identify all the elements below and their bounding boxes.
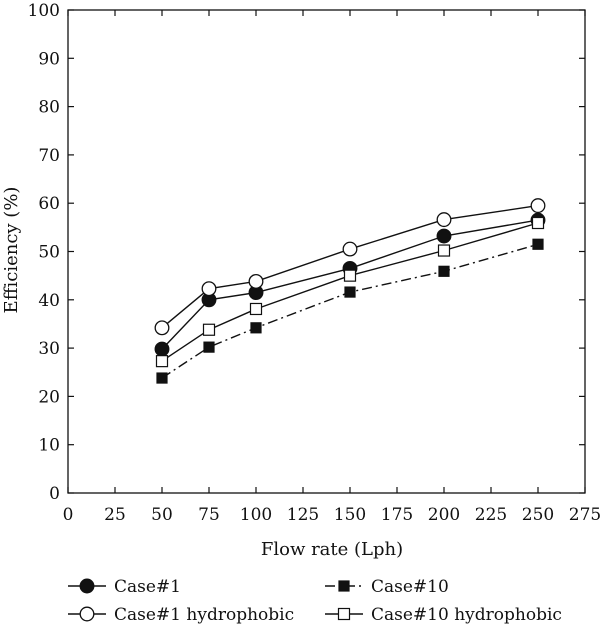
legend: Case#1 Case#10 Case#1 hydrophobic Case#10 h… <box>68 577 562 625</box>
legend-item: Case#1 <box>68 577 181 597</box>
y-axis-title: Efficiency (%) <box>1 187 22 314</box>
data-point <box>250 322 262 334</box>
x-tick-label: 275 <box>569 505 600 525</box>
y-tick-label: 70 <box>38 146 60 166</box>
data-point <box>532 238 544 250</box>
y-tick-label: 60 <box>38 194 60 214</box>
series-layer <box>154 198 546 384</box>
y-axis-ticks: 0 10 20 30 40 50 60 70 80 90 100 <box>28 1 585 504</box>
data-point <box>249 302 263 316</box>
legend-item: Case#10 <box>325 577 449 597</box>
x-tick-label: 225 <box>475 505 507 525</box>
series-case-10-hydrophobic <box>155 216 545 368</box>
data-point <box>248 273 264 289</box>
legend-label: Case#1 <box>114 577 181 597</box>
x-tick-label: 150 <box>334 505 366 525</box>
legend-item: Case#10 hydrophobic <box>325 605 562 625</box>
y-tick-label: 0 <box>49 484 60 504</box>
series-line <box>161 222 539 362</box>
series-line <box>161 204 539 329</box>
legend-label: Case#10 <box>371 577 449 597</box>
data-point <box>203 341 215 353</box>
y-tick-label: 10 <box>38 436 60 456</box>
data-point <box>201 281 217 297</box>
data-point <box>531 216 545 230</box>
data-point <box>342 241 358 257</box>
legend-label: Case#1 hydrophobic <box>114 605 294 625</box>
data-point <box>156 372 168 384</box>
series-line <box>161 219 539 350</box>
x-tick-label: 25 <box>104 505 126 525</box>
data-point <box>438 265 450 277</box>
x-tick-label: 100 <box>240 505 272 525</box>
y-tick-label: 100 <box>28 1 60 21</box>
x-tick-label: 175 <box>381 505 413 525</box>
y-tick-label: 80 <box>38 98 60 118</box>
data-point <box>202 323 216 336</box>
data-point <box>530 198 546 214</box>
y-tick-label: 90 <box>38 49 60 69</box>
legend-marker <box>79 606 95 622</box>
legend-marker <box>79 578 95 594</box>
data-point <box>155 355 169 368</box>
data-point <box>154 341 170 357</box>
legend-item: Case#1 hydrophobic <box>68 605 294 625</box>
series-case-1-hydrophobic <box>154 198 546 336</box>
x-axis-title: Flow rate (Lph) <box>261 539 403 560</box>
data-point <box>344 286 356 298</box>
x-tick-label: 50 <box>151 505 173 525</box>
y-tick-label: 30 <box>38 339 60 359</box>
data-point <box>343 269 357 282</box>
series-case-10 <box>156 238 544 384</box>
data-point <box>437 244 451 257</box>
legend-marker <box>338 580 350 592</box>
x-tick-label: 250 <box>522 505 554 525</box>
legend-marker <box>337 607 351 621</box>
data-point <box>436 212 452 228</box>
series-line <box>161 243 539 379</box>
series-case-1 <box>154 212 546 357</box>
data-point <box>436 228 452 244</box>
y-tick-label: 20 <box>38 387 60 407</box>
y-tick-label: 50 <box>38 243 60 263</box>
legend-label: Case#10 hydrophobic <box>371 605 562 625</box>
x-tick-label: 125 <box>287 505 319 525</box>
data-point <box>154 320 170 336</box>
y-tick-label: 40 <box>38 291 60 311</box>
x-tick-label: 0 <box>63 505 74 525</box>
plot-frame <box>67 9 586 494</box>
plot-border <box>67 9 586 494</box>
x-tick-label: 75 <box>198 505 220 525</box>
x-tick-label: 200 <box>428 505 460 525</box>
x-axis-ticks: 0 25 50 75 100 125 150 175 200 225 250 275 <box>63 10 600 525</box>
